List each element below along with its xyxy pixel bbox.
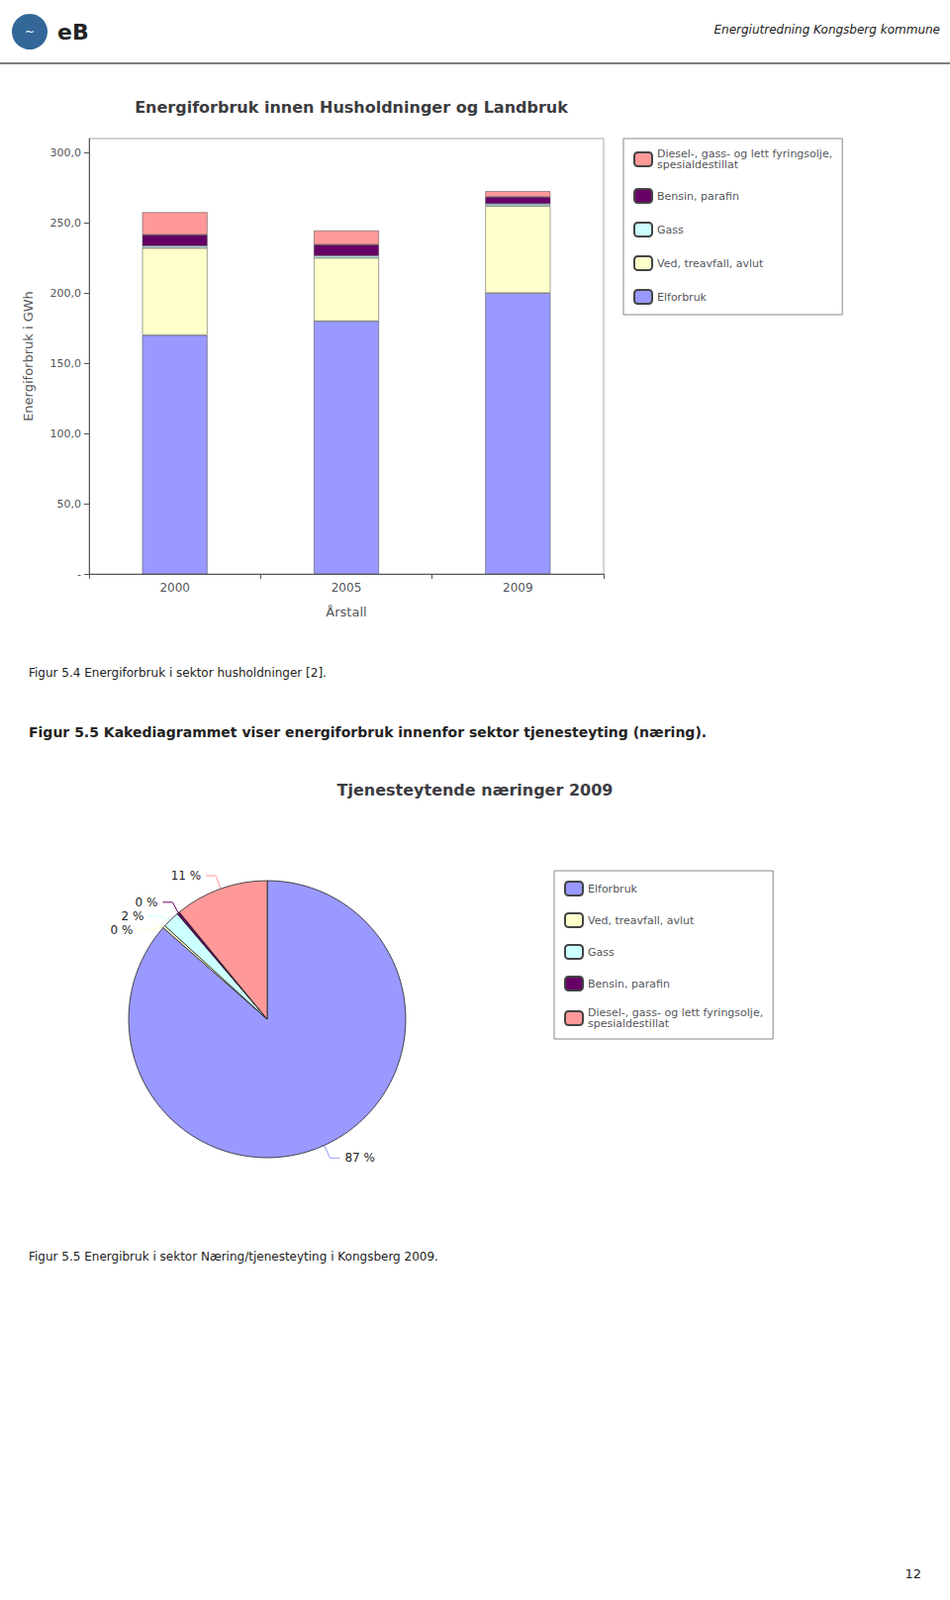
svg-text:2009: 2009 — [502, 580, 534, 595]
svg-text:Diesel-, gass- og lett fyrings: Diesel-, gass- og lett fyringsolje, — [657, 147, 833, 161]
svg-text:150,0: 150,0 — [50, 357, 83, 371]
svg-text:0 %: 0 % — [135, 895, 159, 910]
svg-text:spesialdestillat: spesialdestillat — [587, 1017, 670, 1031]
svg-text:200,0: 200,0 — [50, 286, 83, 300]
svg-text:250,0: 250,0 — [50, 216, 83, 230]
svg-text:Figur 5.5 Energibruk i sektor: Figur 5.5 Energibruk i sektor Næring/tje… — [28, 1249, 439, 1264]
svg-text:300,0: 300,0 — [50, 146, 83, 160]
svg-text:50,0: 50,0 — [57, 497, 83, 511]
svg-text:eB: eB — [57, 19, 90, 45]
svg-text:Tjenesteytende næringer 2009: Tjenesteytende næringer 2009 — [337, 780, 614, 800]
svg-text:Figur 5.4 Energiforbruk i sekt: Figur 5.4 Energiforbruk i sektor hushold… — [28, 665, 327, 680]
svg-text:2 %: 2 % — [120, 909, 144, 924]
svg-text:Ved, treavfall, avlut: Ved, treavfall, avlut — [657, 257, 764, 271]
svg-text:Bensin, parafin: Bensin, parafin — [587, 977, 670, 991]
svg-text:Årstall: Årstall — [325, 604, 367, 620]
svg-text:2000: 2000 — [159, 580, 190, 595]
svg-text:12: 12 — [904, 1566, 922, 1582]
svg-text:Energiforbruk i GWh: Energiforbruk i GWh — [20, 290, 36, 422]
svg-text:100,0: 100,0 — [50, 427, 83, 441]
svg-text:Energiforbruk innen Husholdnin: Energiforbruk innen Husholdninger og Lan… — [134, 97, 569, 117]
svg-text:Elforbruk: Elforbruk — [587, 882, 639, 896]
svg-text:87 %: 87 % — [344, 1150, 376, 1165]
svg-text:-: - — [77, 568, 82, 581]
svg-text:Gass: Gass — [587, 946, 615, 959]
svg-text:Figur 5.5 Kakediagrammet viser: Figur 5.5 Kakediagrammet viser energifor… — [28, 724, 707, 741]
svg-text:0 %: 0 % — [109, 923, 133, 938]
svg-text:11 %: 11 % — [171, 868, 202, 883]
svg-text:Diesel-, gass- og lett fyrings: Diesel-, gass- og lett fyringsolje, — [587, 1006, 764, 1020]
svg-text:2005: 2005 — [331, 580, 363, 595]
svg-text:Gass: Gass — [657, 223, 684, 237]
svg-text:~: ~ — [24, 24, 35, 39]
svg-text:Ved, treavfall, avlut: Ved, treavfall, avlut — [587, 914, 695, 928]
svg-text:Energiutredning Kongsberg komm: Energiutredning Kongsberg kommune — [713, 22, 941, 37]
svg-text:Elforbruk: Elforbruk — [657, 290, 708, 304]
svg-text:spesialdestillat: spesialdestillat — [657, 158, 740, 172]
svg-text:Bensin, parafin: Bensin, parafin — [657, 190, 740, 203]
